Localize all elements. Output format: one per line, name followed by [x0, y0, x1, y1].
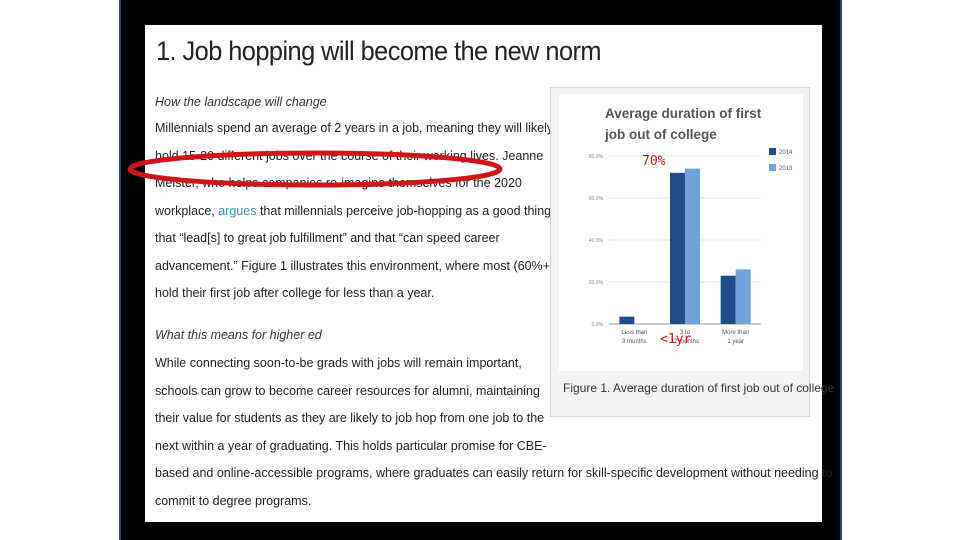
page-title: 1. Job hopping will become the new norm: [156, 36, 602, 66]
chart-panel: Average duration of first job out of coll…: [559, 94, 803, 371]
legend-label: 2013: [779, 166, 793, 172]
legend-swatch: [769, 164, 776, 171]
chart-bar: [735, 269, 751, 324]
paragraph-line: advancement.” Figure 1 illustrates this …: [155, 258, 555, 273]
x-tick-label: 12 months: [671, 339, 699, 345]
paragraph-line: their value for students as they are lik…: [155, 411, 545, 425]
paragraph-higher-ed: While connecting soon-to-be grads with j…: [155, 350, 832, 515]
x-tick-label: 3 months: [622, 339, 647, 345]
paragraph-line: hold 15-20 different jobs over the cours…: [155, 148, 544, 163]
bar-chart: Average duration of first job out of coll…: [589, 106, 793, 345]
figure-caption: Figure 1. Average duration of first job …: [563, 381, 835, 395]
section-heading-landscape: How the landscape will change: [155, 95, 327, 109]
figure-box: Average duration of first job out of coll…: [550, 87, 810, 417]
legend-label: 2014: [779, 150, 793, 156]
paragraph-line: Meister, who helps companies re-imagine …: [155, 176, 522, 190]
chart-bar: [670, 172, 685, 324]
document-page: 1. Job hopping will become the new norm …: [145, 25, 834, 522]
paragraph-line: workplace, argues that millennials perce…: [155, 198, 554, 226]
annotation-label-percent: 70%: [642, 154, 666, 169]
x-tick-label: More than: [722, 330, 749, 336]
argues-link[interactable]: argues: [218, 203, 257, 218]
y-tick-label: 40.0%: [589, 238, 604, 244]
text-span: workplace,: [155, 203, 219, 218]
section-heading-higher-ed: What this means for higher ed: [155, 328, 322, 342]
paragraph-line: Millennials spend an average of 2 years …: [155, 121, 554, 135]
legend-swatch: [769, 148, 776, 155]
x-tick-label: Less than: [621, 330, 647, 336]
paragraph-line: While connecting soon-to-be grads with j…: [155, 356, 522, 370]
y-tick-label: 20.0%: [589, 280, 604, 286]
x-tick-label: 3 to: [680, 330, 691, 336]
annotation-label-duration: <1yr: [660, 332, 692, 347]
y-tick-label: 60.0%: [589, 196, 604, 202]
paragraph-line: hold their first job after college for l…: [155, 286, 435, 300]
chart-bar: [685, 168, 700, 324]
paragraph-landscape: Millennials spend an average of 2 years …: [155, 115, 554, 308]
paragraph-line: that “lead[s] to great job fulfillment” …: [155, 231, 500, 245]
text-span: that millennials perceive job-hopping as…: [256, 203, 552, 218]
paragraph-line: next within a year of graduating. This h…: [155, 438, 547, 453]
chart-bar: [619, 316, 635, 324]
x-tick-label: 1 year: [727, 339, 744, 345]
paragraph-line: schools can grow to become career resour…: [155, 383, 540, 398]
paragraph-line: based and online-accessible programs, wh…: [155, 466, 833, 480]
chart-title-line: job out of college: [604, 127, 717, 142]
y-tick-label: 80.0%: [589, 154, 604, 160]
paragraph-line: commit to degree programs.: [155, 493, 312, 508]
y-tick-label: 0.0%: [592, 322, 604, 328]
chart-bar: [720, 275, 736, 324]
chart-title-line: Average duration of first: [605, 106, 762, 121]
